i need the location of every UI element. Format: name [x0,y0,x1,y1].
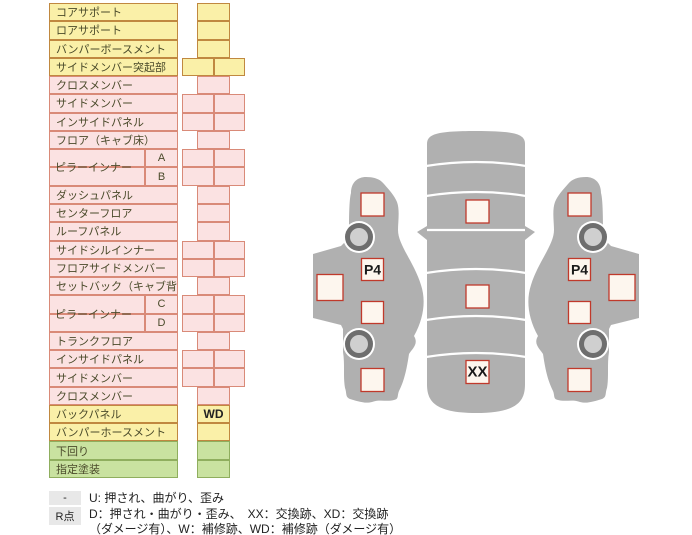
svg-text:XX: XX [467,364,487,381]
svg-text:P4: P4 [571,262,588,278]
svg-text:P4: P4 [364,262,381,278]
